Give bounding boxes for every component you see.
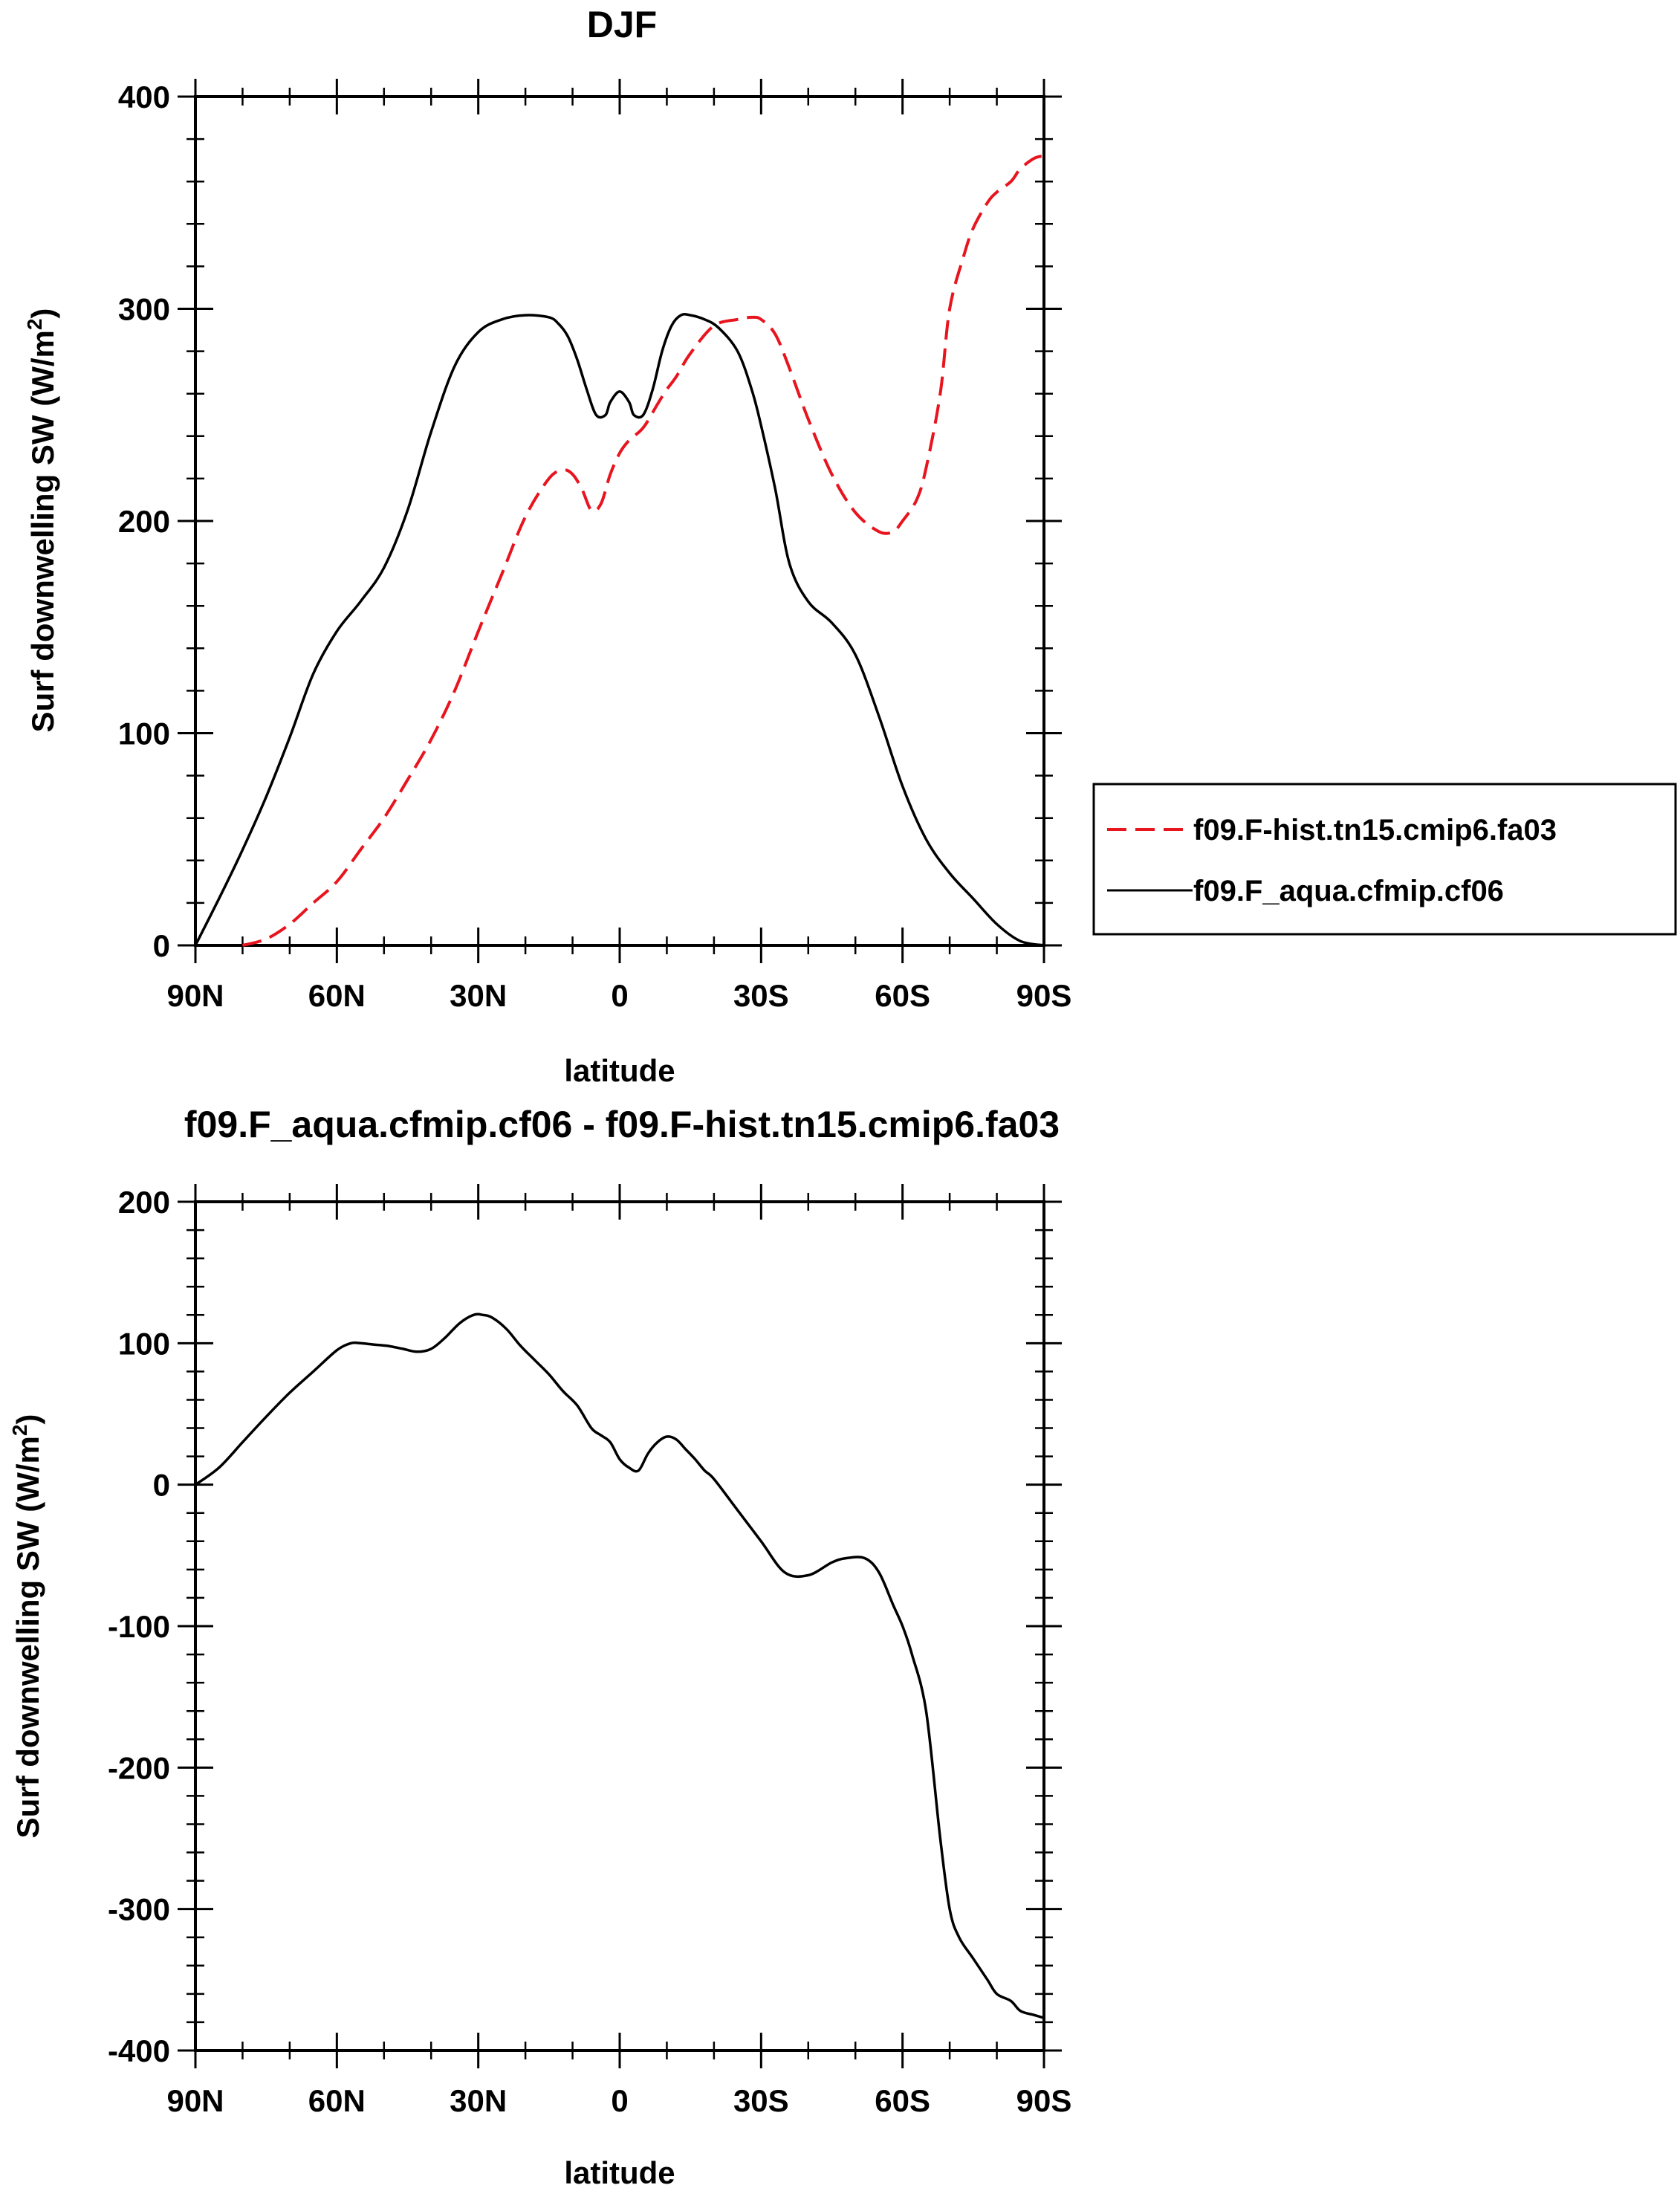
bottom-x-axis-ticks: 90N 60N 30N 0 30S 60S 90S: [166, 1184, 1071, 2118]
top-x-tick-label: 90N: [166, 978, 224, 1013]
top-x-tick-label: 90S: [1016, 978, 1072, 1013]
bottom-x-tick-label: 90S: [1016, 2083, 1072, 2118]
bottom-y-tick-label: 100: [118, 1326, 170, 1361]
top-y-tick-label: 0: [153, 928, 170, 963]
top-chart-title: DJF: [587, 4, 657, 45]
top-y-axis-title-superscript: 2: [23, 319, 46, 331]
top-y-axis-ticks: 0 100 200 300 400: [118, 80, 1062, 963]
bottom-y-tick-label: -100: [108, 1609, 170, 1644]
top-x-tick-label: 30N: [450, 978, 507, 1013]
bottom-panel: f09.F_aqua.cfmip.cf06 - f09.F-hist.tn15.…: [8, 1104, 1071, 2188]
bottom-series-lines: [194, 1313, 1045, 2019]
bottom-y-axis-title-superscript: 2: [8, 1425, 31, 1437]
top-series-line-0: [241, 154, 1045, 947]
top-x-tick-label: 30S: [733, 978, 789, 1013]
bottom-x-tick-label: 90N: [166, 2083, 224, 2118]
legend-box: [1092, 783, 1677, 936]
bottom-y-axis-title-main: Surf downwelling SW (W/m: [10, 1436, 45, 1838]
top-x-axis-title: latitude: [564, 1053, 675, 1088]
bottom-x-tick-label: 30N: [450, 2083, 507, 2118]
legend: f09.F-hist.tn15.cmip6.fa03 f09.F_aqua.cf…: [1092, 783, 1677, 936]
top-y-axis-title-main: Surf downwelling SW (W/m: [25, 330, 60, 732]
top-series-line-1: [194, 313, 1045, 947]
top-y-axis-title-close: ): [25, 308, 60, 319]
top-series-lines: [194, 154, 1045, 947]
legend-label-hist: f09.F-hist.tn15.cmip6.fa03: [1193, 814, 1557, 847]
bottom-x-tick-label: 60S: [875, 2083, 930, 2118]
bottom-x-tick-label: 30S: [733, 2083, 789, 2118]
bottom-y-tick-label: 0: [153, 1468, 170, 1503]
top-panel: DJF 0 100 200 300 400 90N 60N 30N 0 30S 60S 90S la…: [23, 4, 1677, 1088]
top-x-tick-label: 60N: [308, 978, 366, 1013]
top-y-tick-label: 100: [118, 716, 170, 751]
bottom-chart-title: f09.F_aqua.cfmip.cf06 - f09.F-hist.tn15.…: [184, 1104, 1060, 1145]
top-x-tick-label: 0: [611, 978, 628, 1013]
bottom-series-line-0: [194, 1313, 1045, 2019]
top-y-tick-label: 300: [118, 292, 170, 327]
top-y-axis-title: Surf downwelling SW (W/m2): [23, 308, 60, 733]
top-x-tick-label: 60S: [875, 978, 930, 1013]
bottom-x-tick-label: 0: [611, 2083, 628, 2118]
bottom-y-tick-label: -200: [108, 1750, 170, 1785]
bottom-plot-frame: [194, 1200, 1045, 2052]
top-y-tick-label: 400: [118, 80, 170, 114]
bottom-x-axis-title: latitude: [564, 2155, 675, 2188]
bottom-y-tick-label: 200: [118, 1185, 170, 1220]
bottom-y-axis-title: Surf downwelling SW (W/m2): [8, 1414, 45, 1839]
bottom-y-axis-title-close: ): [10, 1414, 45, 1425]
top-y-tick-label: 200: [118, 504, 170, 539]
legend-label-aqua: f09.F_aqua.cfmip.cf06: [1193, 875, 1504, 907]
bottom-x-tick-label: 60N: [308, 2083, 366, 2118]
bottom-y-tick-label: -400: [108, 2033, 170, 2068]
bottom-y-tick-label: -300: [108, 1892, 170, 1927]
bottom-y-axis-ticks: -400 -300 -200 -100 0 100 200: [108, 1185, 1062, 2068]
top-x-axis-ticks: 90N 60N 30N 0 30S 60S 90S: [166, 79, 1071, 1013]
